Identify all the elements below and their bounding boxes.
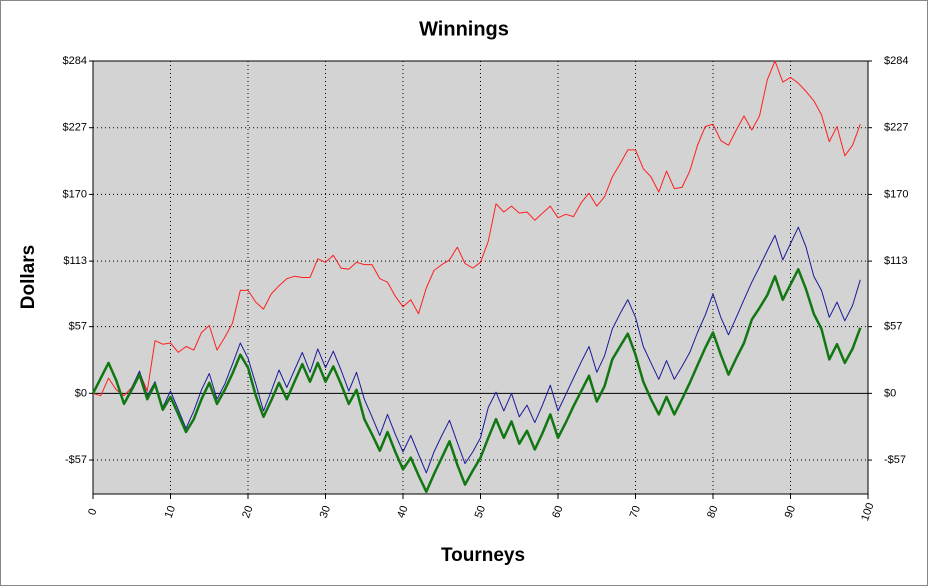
x-tick-label: 60 xyxy=(550,504,565,520)
y-tick-label: $113 xyxy=(63,255,87,267)
x-tick-label: 100 xyxy=(859,501,877,522)
y2-tick-label: $284 xyxy=(884,55,908,67)
x-tick-label: 10 xyxy=(163,504,178,520)
y-tick-label: $57 xyxy=(69,321,87,333)
series-line xyxy=(92,226,861,474)
x-tick-label: 80 xyxy=(705,504,720,520)
y2-tick-label: $170 xyxy=(884,188,908,200)
y2-tick-label: -$57 xyxy=(884,454,906,466)
y-axis-label: Dollars xyxy=(18,245,39,309)
y2-tick-label: $113 xyxy=(884,255,908,267)
x-tick-label: 70 xyxy=(628,504,643,520)
x-tick-label: 50 xyxy=(473,504,488,520)
y-tick-label: -$57 xyxy=(65,454,87,466)
series-line xyxy=(91,268,862,493)
y2-tick-label: $227 xyxy=(884,122,908,134)
x-tick-label: 0 xyxy=(86,507,99,517)
chart-title: Winnings xyxy=(419,18,509,40)
x-tick-label: 20 xyxy=(240,504,255,520)
x-tick-label: 90 xyxy=(783,504,798,520)
x-tick-label: 40 xyxy=(395,504,410,520)
y-tick-label: $170 xyxy=(63,188,87,200)
y-tick-label: $227 xyxy=(63,122,87,134)
y-tick-label: $0 xyxy=(75,387,87,399)
x-tick-label: 30 xyxy=(318,504,333,520)
y-tick-label: $284 xyxy=(63,55,87,67)
y2-tick-label: $57 xyxy=(884,321,902,333)
y2-tick-label: $0 xyxy=(884,387,896,399)
x-axis-label: Tourneys xyxy=(441,545,525,566)
series-line xyxy=(92,60,861,397)
